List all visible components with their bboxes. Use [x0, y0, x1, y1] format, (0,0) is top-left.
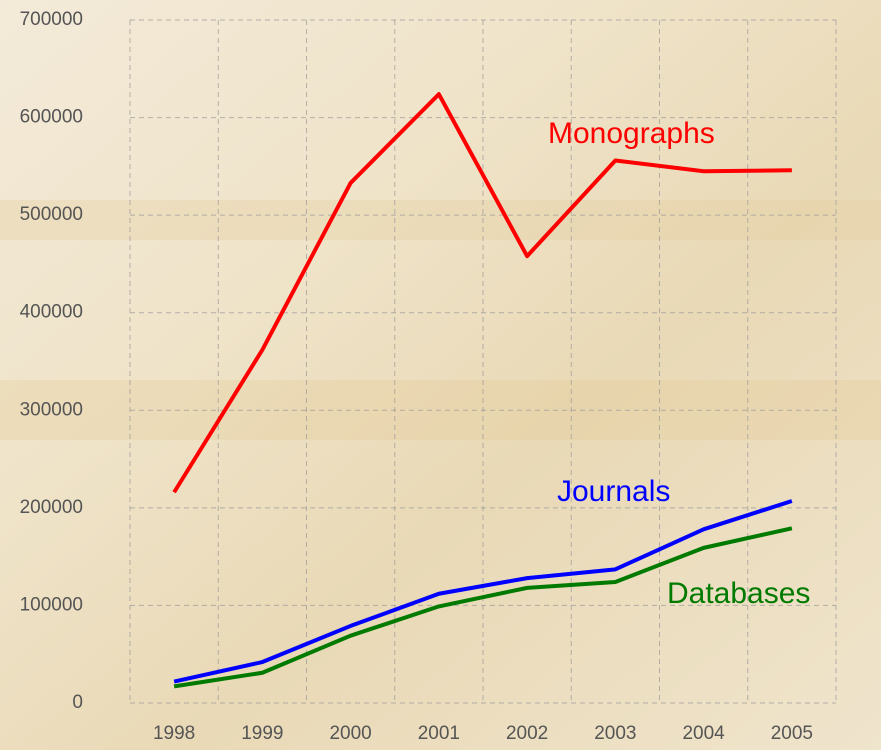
y-tick-label: 700000 [20, 9, 83, 30]
x-tick-label: 1998 [153, 723, 195, 744]
y-tick-label: 200000 [20, 497, 83, 518]
background [0, 0, 881, 750]
background-band [0, 200, 881, 240]
y-tick-label: 100000 [20, 594, 83, 615]
y-tick-label: 400000 [20, 302, 83, 323]
y-tick-label: 600000 [20, 107, 83, 128]
series-label: Journals [557, 475, 670, 508]
y-tick-label: 500000 [20, 204, 83, 225]
x-tick-label: 2004 [682, 723, 725, 744]
y-tick-label: 300000 [20, 399, 83, 420]
x-tick-label: 2002 [506, 723, 548, 744]
x-tick-label: 1999 [241, 723, 283, 744]
series-label: Databases [667, 577, 810, 610]
x-tick-label: 2005 [771, 723, 813, 744]
y-tick-label: 0 [72, 692, 83, 713]
x-tick-label: 2001 [418, 723, 460, 744]
chart: 0 100000 200000 300000 400000 500000 600000 700… [0, 0, 881, 750]
series-label: Monographs [548, 117, 715, 150]
x-tick-label: 2000 [329, 723, 371, 744]
x-tick-label: 2003 [594, 723, 636, 744]
